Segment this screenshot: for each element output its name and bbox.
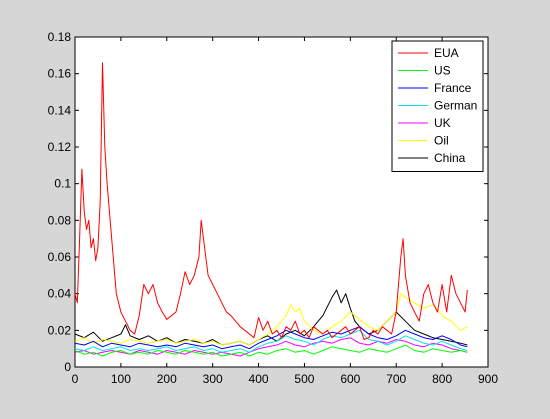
series-line-eua (74, 62, 468, 340)
y-tick-label: 0.14 (48, 103, 72, 117)
series-line-oil (74, 293, 468, 346)
x-axis: 0 100 200 300 400 500 600 700 800 900 (72, 37, 498, 386)
x-tick-label: 900 (478, 372, 498, 386)
y-tick-label: 0.12 (48, 140, 72, 154)
x-tick-label: 500 (294, 372, 314, 386)
y-tick-label: 0.08 (48, 213, 72, 227)
series-line-uk (74, 337, 468, 357)
x-tick-label: 300 (203, 372, 223, 386)
legend-label-eua: EUA (434, 46, 459, 60)
x-tick-label: 400 (249, 372, 269, 386)
x-tick-label: 200 (157, 372, 177, 386)
y-tick-label: 0.02 (48, 323, 72, 337)
legend-label-us: US (434, 64, 451, 78)
y-tick-label: 0.1 (54, 177, 71, 191)
legend-label-german: German (434, 99, 477, 113)
legend: EUA US France German UK Oil China (391, 40, 484, 172)
legend-box (391, 40, 484, 172)
legend-label-china: China (434, 151, 466, 165)
legend-label-oil: Oil (434, 134, 449, 148)
x-tick-label: 0 (72, 372, 79, 386)
y-tick-label: 0.16 (48, 67, 72, 81)
y-tick-label: 0.04 (48, 287, 72, 301)
y-tick-label: 0.18 (48, 30, 72, 44)
legend-label-france: France (434, 81, 472, 95)
series-lines (74, 62, 468, 357)
y-tick-label: 0 (64, 360, 71, 374)
x-tick-label: 100 (111, 372, 131, 386)
series-line-france (74, 326, 468, 350)
y-tick-label: 0.06 (48, 250, 72, 264)
x-tick-label: 600 (340, 372, 360, 386)
x-tick-label: 800 (432, 372, 452, 386)
series-line-us (74, 344, 468, 357)
y-axis: 0 0.02 0.04 0.06 0.08 0.1 0.12 0.14 0.16 0.18 (48, 30, 488, 374)
series-line-german (74, 329, 468, 353)
legend-label-uk: UK (434, 116, 451, 130)
x-tick-label: 700 (386, 372, 406, 386)
